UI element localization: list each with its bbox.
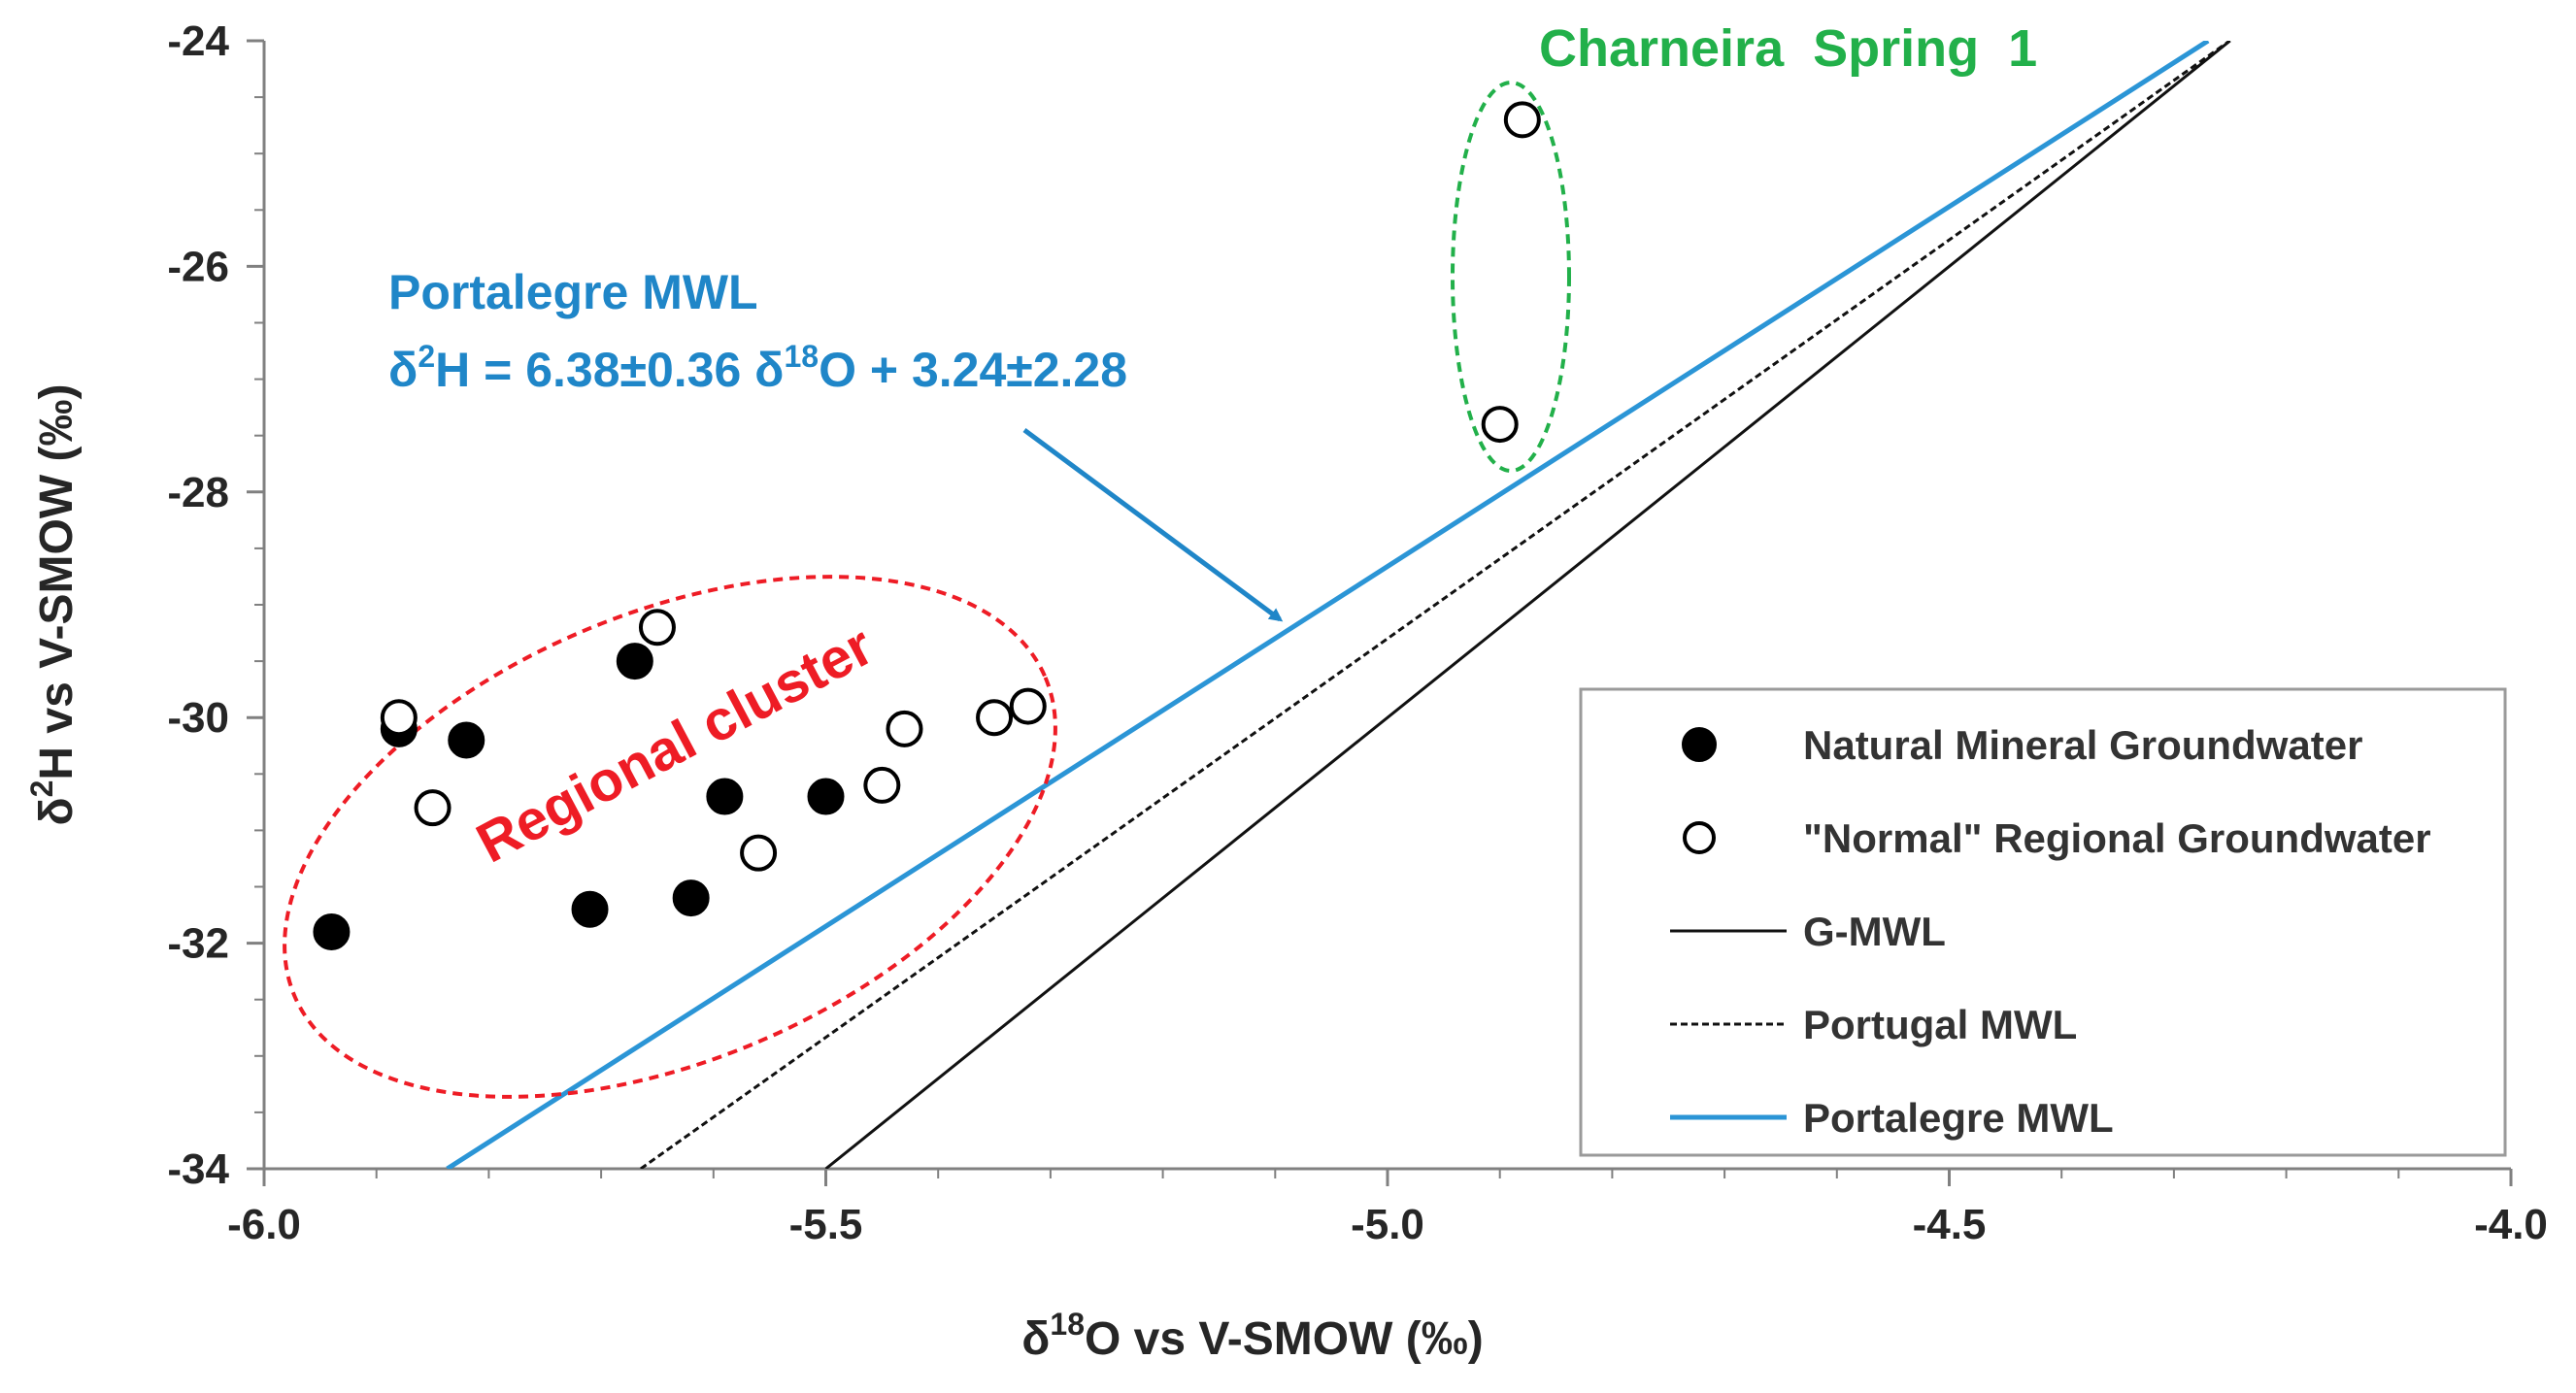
- x-axis-title: δ18O vs V-SMOW (‰): [1021, 1307, 1483, 1365]
- portalegre-title: Portalegre MWL: [388, 265, 758, 319]
- regional-groundwater-point: [740, 834, 778, 872]
- legend-marker-open: [1683, 821, 1716, 854]
- regional-groundwater-point: [380, 699, 418, 737]
- y-tick-label: -24: [167, 17, 229, 65]
- x-tick-label: -4.0: [2474, 1201, 2548, 1248]
- mineral-groundwater-point: [616, 643, 653, 680]
- portalegre-mwl-line: [446, 41, 2210, 1169]
- mineral-groundwater-point: [313, 912, 351, 950]
- data-points: [313, 101, 1541, 950]
- mineral-groundwater-point: [807, 778, 845, 815]
- legend-label: "Normal" Regional Groundwater: [1803, 815, 2431, 861]
- y-tick-label: -28: [167, 469, 229, 516]
- regional-groundwater-point: [1503, 101, 1541, 139]
- legend: Natural Mineral Groundwater "Normal" Regi…: [1579, 687, 2507, 1157]
- mineral-groundwater-point: [571, 890, 609, 928]
- y-tick-label: -34: [167, 1145, 229, 1193]
- legend-marker-filled: [1682, 727, 1717, 762]
- mineral-groundwater-point: [706, 778, 744, 815]
- legend-label: G-MWL: [1803, 909, 1946, 954]
- regional-groundwater-point: [414, 789, 452, 827]
- x-tick-label: -5.5: [789, 1201, 863, 1248]
- mwl-lines: [446, 41, 2231, 1169]
- mineral-groundwater-point: [672, 879, 710, 917]
- portalegre-equation: δ2H = 6.38±0.36 δ18O + 3.24±2.28: [388, 339, 1127, 397]
- x-tick-label: -6.0: [227, 1201, 301, 1248]
- regional-groundwater-point: [1481, 406, 1519, 444]
- regional-groundwater-point: [638, 609, 676, 647]
- legend-label: Portugal MWL: [1803, 1002, 2077, 1047]
- ticks: -6.0 -5.5 -5.0 -4.5 -4.0 -24 -26 -28 -30 -32 -34: [167, 17, 2548, 1248]
- g-mwl-line: [824, 41, 2231, 1169]
- legend-label: Natural Mineral Groundwater: [1803, 722, 2362, 768]
- mineral-groundwater-point: [448, 721, 485, 759]
- regional-groundwater-point: [886, 710, 923, 747]
- regional-groundwater-point: [976, 699, 1014, 737]
- portalegre-arrow: [1022, 427, 1284, 622]
- legend-box: [1579, 687, 2507, 1157]
- y-tick-label: -32: [167, 920, 229, 968]
- y-axis-title: δ2H vs V-SMOW (‰): [24, 384, 83, 826]
- regional-cluster-label: Regional cluster: [467, 614, 884, 875]
- regional-groundwater-point: [863, 766, 901, 804]
- regional-groundwater-point: [1009, 687, 1047, 725]
- x-tick-label: -5.0: [1351, 1201, 1424, 1248]
- y-tick-label: -26: [167, 243, 229, 290]
- x-tick-label: -4.5: [1913, 1201, 1987, 1248]
- legend-label: Portalegre MWL: [1803, 1095, 2114, 1141]
- portugal-mwl-line: [639, 41, 2231, 1169]
- regional-cluster-ellipse: [283, 575, 1057, 1099]
- charneira-ellipse: [1451, 81, 1571, 473]
- charneira-label: Charneira Spring 1: [1539, 19, 2037, 78]
- y-tick-label: -30: [167, 694, 229, 742]
